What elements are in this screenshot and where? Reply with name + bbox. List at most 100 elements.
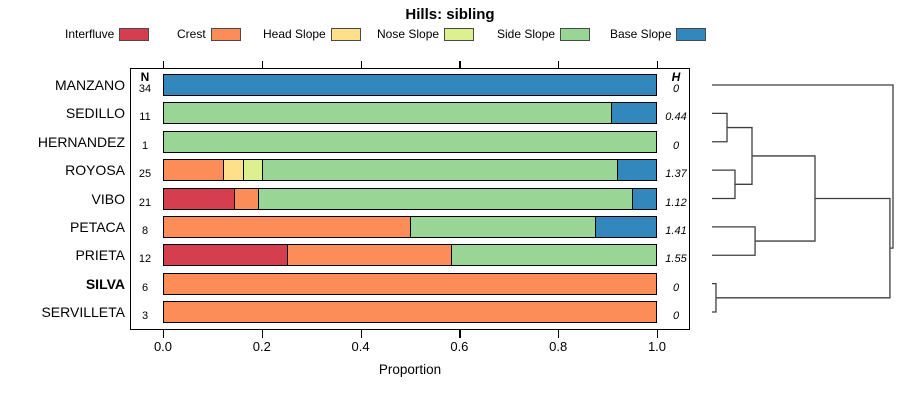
row-h-value: 0 <box>672 281 680 294</box>
bar-segment <box>223 160 243 181</box>
plot-box <box>130 68 690 330</box>
axis-tick <box>657 61 659 68</box>
stacked-bar <box>163 187 657 210</box>
axis-tick <box>261 61 263 68</box>
row-h-value: 1.41 <box>665 224 687 237</box>
legend-color-chip <box>560 27 591 41</box>
bar-segment <box>262 160 617 181</box>
bar-segment <box>164 216 410 237</box>
axis-tick-label: 0.0 <box>153 339 173 354</box>
stacked-bar <box>163 74 657 96</box>
stacked-bar <box>163 301 657 323</box>
row-h-value: 1.37 <box>665 168 687 181</box>
axis-tick <box>459 61 461 68</box>
bar-segment <box>164 245 287 266</box>
axis-tick <box>261 330 263 338</box>
legend-label: Side Slope <box>497 27 556 41</box>
legend-item: Interfluve <box>65 26 150 42</box>
bar-segment <box>164 103 612 124</box>
row-label: MANZANO <box>55 77 125 93</box>
legend-color-chip <box>676 27 707 41</box>
stacked-bar <box>163 272 657 295</box>
row-n-value: 6 <box>141 281 149 294</box>
axis-tick <box>558 61 560 68</box>
stacked-bar <box>163 215 657 238</box>
x-axis-title: Proportion <box>378 362 442 377</box>
row-label: PETACA <box>70 218 125 235</box>
h-column-header: H <box>671 70 681 84</box>
bar-segment <box>164 273 656 294</box>
legend-item: Base Slope <box>610 26 707 42</box>
legend-color-chip <box>444 27 475 41</box>
dendrogram <box>712 84 894 313</box>
row-label: HERNANDEZ <box>37 133 125 150</box>
row-h-value: 0 <box>672 139 680 152</box>
bar-segment <box>611 103 656 124</box>
bar-segment <box>164 75 656 95</box>
axis-tick <box>163 61 165 68</box>
row-label: ROYOSA <box>65 162 125 179</box>
row-label: VIBO <box>91 190 125 207</box>
legend-color-chip <box>330 27 361 41</box>
bar-segment <box>594 216 656 237</box>
axis-tick <box>459 330 461 338</box>
row-label: PRIETA <box>75 247 125 264</box>
row-n-value: 12 <box>138 253 152 266</box>
bar-segment <box>164 160 224 181</box>
legend-label: Head Slope <box>263 27 326 41</box>
row-h-value: 0 <box>672 310 680 322</box>
legend-label: Nose Slope <box>377 27 440 41</box>
bar-segment <box>242 160 263 181</box>
bar-segment <box>410 216 595 237</box>
bar-segment <box>164 131 656 152</box>
bar-segment <box>450 245 656 266</box>
row-h-value: 0.44 <box>665 111 687 124</box>
row-n-value: 8 <box>141 224 149 237</box>
row-n-value: 25 <box>138 168 152 181</box>
axis-tick <box>163 330 165 338</box>
legend-item: Nose Slope <box>377 26 475 42</box>
legend-label: Interfluve <box>65 27 115 41</box>
stacked-bar <box>163 159 657 182</box>
bar-segment <box>257 188 633 209</box>
bar-segment <box>287 245 451 266</box>
row-h-value: 1.12 <box>665 196 687 209</box>
row-label: SILVA <box>85 275 125 292</box>
row-label: SEDILLO <box>65 105 125 122</box>
legend-color-chip <box>119 27 150 41</box>
row-n-value: 34 <box>138 83 152 95</box>
chart-title: Hills: sibling <box>405 6 495 23</box>
bar-segment <box>234 188 258 209</box>
row-n-value: 3 <box>141 310 149 322</box>
row-n-value: 1 <box>141 139 149 152</box>
bar-segment <box>632 188 656 209</box>
axis-tick-label: 0.8 <box>549 339 568 354</box>
legend-item: Side Slope <box>497 26 591 42</box>
row-n-value: 11 <box>139 111 151 124</box>
legend-label: Base Slope <box>610 27 672 41</box>
axis-tick <box>657 330 659 338</box>
bar-segment <box>164 302 656 322</box>
bar-segment <box>164 188 235 209</box>
row-h-value: 1.55 <box>665 253 687 266</box>
axis-tick-label: 1.0 <box>647 339 667 354</box>
axis-tick-label: 0.6 <box>450 339 469 354</box>
axis-tick-label: 0.4 <box>351 339 370 354</box>
axis-tick <box>360 61 362 68</box>
stacked-bar <box>163 130 657 153</box>
row-h-value: 0 <box>672 83 680 95</box>
stacked-bar <box>163 102 657 125</box>
row-n-value: 21 <box>138 196 152 209</box>
legend-label: Crest <box>177 27 206 41</box>
stacked-bar <box>163 244 657 267</box>
n-column-header: N <box>140 70 150 84</box>
row-label: SERVILLETA <box>41 304 125 320</box>
axis-tick <box>360 330 362 338</box>
legend-item: Head Slope <box>263 26 361 42</box>
axis-tick <box>558 330 560 338</box>
axis-tick-label: 0.2 <box>252 339 271 354</box>
bar-segment <box>616 160 656 181</box>
legend-item: Crest <box>177 26 241 42</box>
legend-color-chip <box>210 27 241 41</box>
